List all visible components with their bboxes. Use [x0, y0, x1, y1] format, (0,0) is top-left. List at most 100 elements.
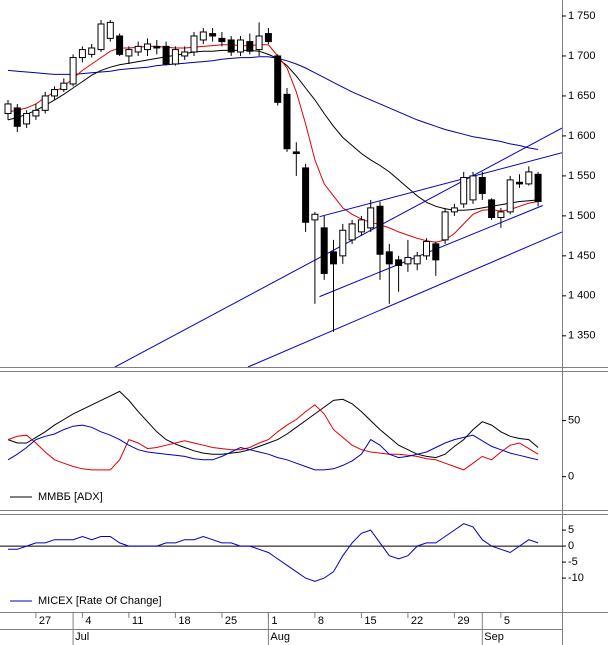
y-tick-label: 1 550 — [568, 170, 596, 182]
candle-body — [395, 259, 403, 266]
candle-body — [69, 57, 77, 85]
trendline — [247, 231, 562, 367]
x-tick-label: 4 — [85, 615, 91, 627]
candle-body — [264, 33, 272, 43]
candle-body — [209, 33, 217, 37]
candle-body — [450, 207, 458, 213]
candle-body — [134, 45, 142, 53]
month-label: Aug — [270, 631, 290, 643]
candle-body — [32, 109, 40, 117]
candle-body — [302, 167, 310, 223]
legend-label: ММВБ [ADX] — [38, 491, 103, 503]
candle-body — [199, 31, 207, 41]
adx-panel — [7, 390, 539, 471]
candle-body — [23, 113, 31, 125]
y-tick-label: 50 — [568, 414, 580, 426]
y-tick-label: 1 450 — [568, 250, 596, 262]
x-tick-label: 22 — [411, 615, 423, 627]
y-tick-label: 1 750 — [568, 10, 596, 22]
candle-body — [227, 39, 235, 53]
trendline — [114, 127, 562, 367]
candle-body — [292, 151, 300, 155]
candle-body — [78, 49, 86, 59]
candle-body — [283, 93, 291, 150]
candle-body — [144, 43, 151, 51]
candle-body — [4, 103, 12, 115]
y-tick-label: 1 500 — [568, 210, 596, 222]
x-tick-label: 11 — [132, 615, 143, 627]
candle-body — [367, 207, 375, 229]
candle-body — [423, 240, 430, 257]
candle-body — [348, 223, 356, 241]
candle-body — [246, 41, 254, 52]
candle-body — [497, 211, 505, 218]
candle-body — [432, 243, 440, 261]
candle-body — [478, 177, 486, 194]
candle-body — [534, 173, 542, 202]
candle-body — [237, 39, 244, 53]
candle-body — [181, 51, 189, 57]
candle-body — [311, 213, 319, 221]
y-tick-label: 0 — [568, 540, 574, 552]
candle-body — [274, 55, 282, 103]
y-tick-label: 1 350 — [568, 330, 596, 342]
y-tick-label: 1 600 — [568, 130, 596, 142]
candle-body — [51, 89, 58, 97]
candle-body — [190, 35, 198, 53]
y-tick-label: -10 — [568, 572, 584, 584]
series-line — [7, 44, 539, 243]
y-tick-label: 1 700 — [568, 50, 596, 62]
candle-body — [413, 255, 421, 265]
trendline — [319, 205, 543, 298]
candle-body — [218, 37, 226, 43]
series-line — [7, 390, 539, 459]
x-tick-label: 15 — [364, 615, 376, 627]
series-line — [7, 404, 539, 471]
x-tick-label: 8 — [318, 615, 324, 627]
candle-body — [376, 205, 384, 255]
y-tick-label: -5 — [568, 556, 578, 568]
x-tick-label: 5 — [504, 615, 510, 627]
candle-body — [171, 49, 179, 65]
candle-body — [339, 229, 347, 257]
candle-body — [441, 211, 449, 241]
trendline — [319, 152, 562, 218]
series-line — [8, 523, 539, 582]
candle-body — [488, 199, 496, 218]
candle-body — [506, 179, 514, 213]
x-tick-label: 18 — [178, 615, 190, 627]
candle-body — [320, 227, 328, 274]
y-tick-label: 1 650 — [568, 90, 596, 102]
candle-body — [162, 45, 170, 65]
candle-body — [460, 177, 468, 205]
candle-body — [125, 49, 133, 57]
y-tick-label: 0 — [568, 471, 574, 483]
series-line — [7, 49, 539, 211]
y-tick-label: 1 400 — [568, 290, 596, 302]
candle-body — [330, 251, 337, 265]
candle-body — [88, 47, 96, 55]
candle-body — [116, 35, 124, 55]
candle-body — [516, 181, 523, 185]
candle-body — [106, 21, 114, 39]
month-label: Jul — [75, 631, 89, 643]
month-label: Sep — [484, 631, 504, 643]
x-tick-label: 25 — [225, 615, 237, 627]
y-tick-label: 5 — [568, 524, 574, 536]
x-tick-label: 27 — [39, 615, 51, 627]
candle-body — [255, 35, 263, 51]
candle-body — [525, 171, 533, 185]
series-line — [7, 424, 539, 471]
candle-body — [469, 175, 477, 201]
legend-label: MICEX [Rate Of Change] — [38, 595, 162, 607]
x-tick-label: 29 — [457, 615, 469, 627]
candle-body — [41, 95, 49, 111]
candle-body — [97, 23, 105, 51]
candle-body — [385, 251, 393, 265]
roc-panel — [0, 523, 562, 582]
x-tick-label: 1 — [271, 615, 277, 627]
candle-body — [357, 219, 365, 233]
